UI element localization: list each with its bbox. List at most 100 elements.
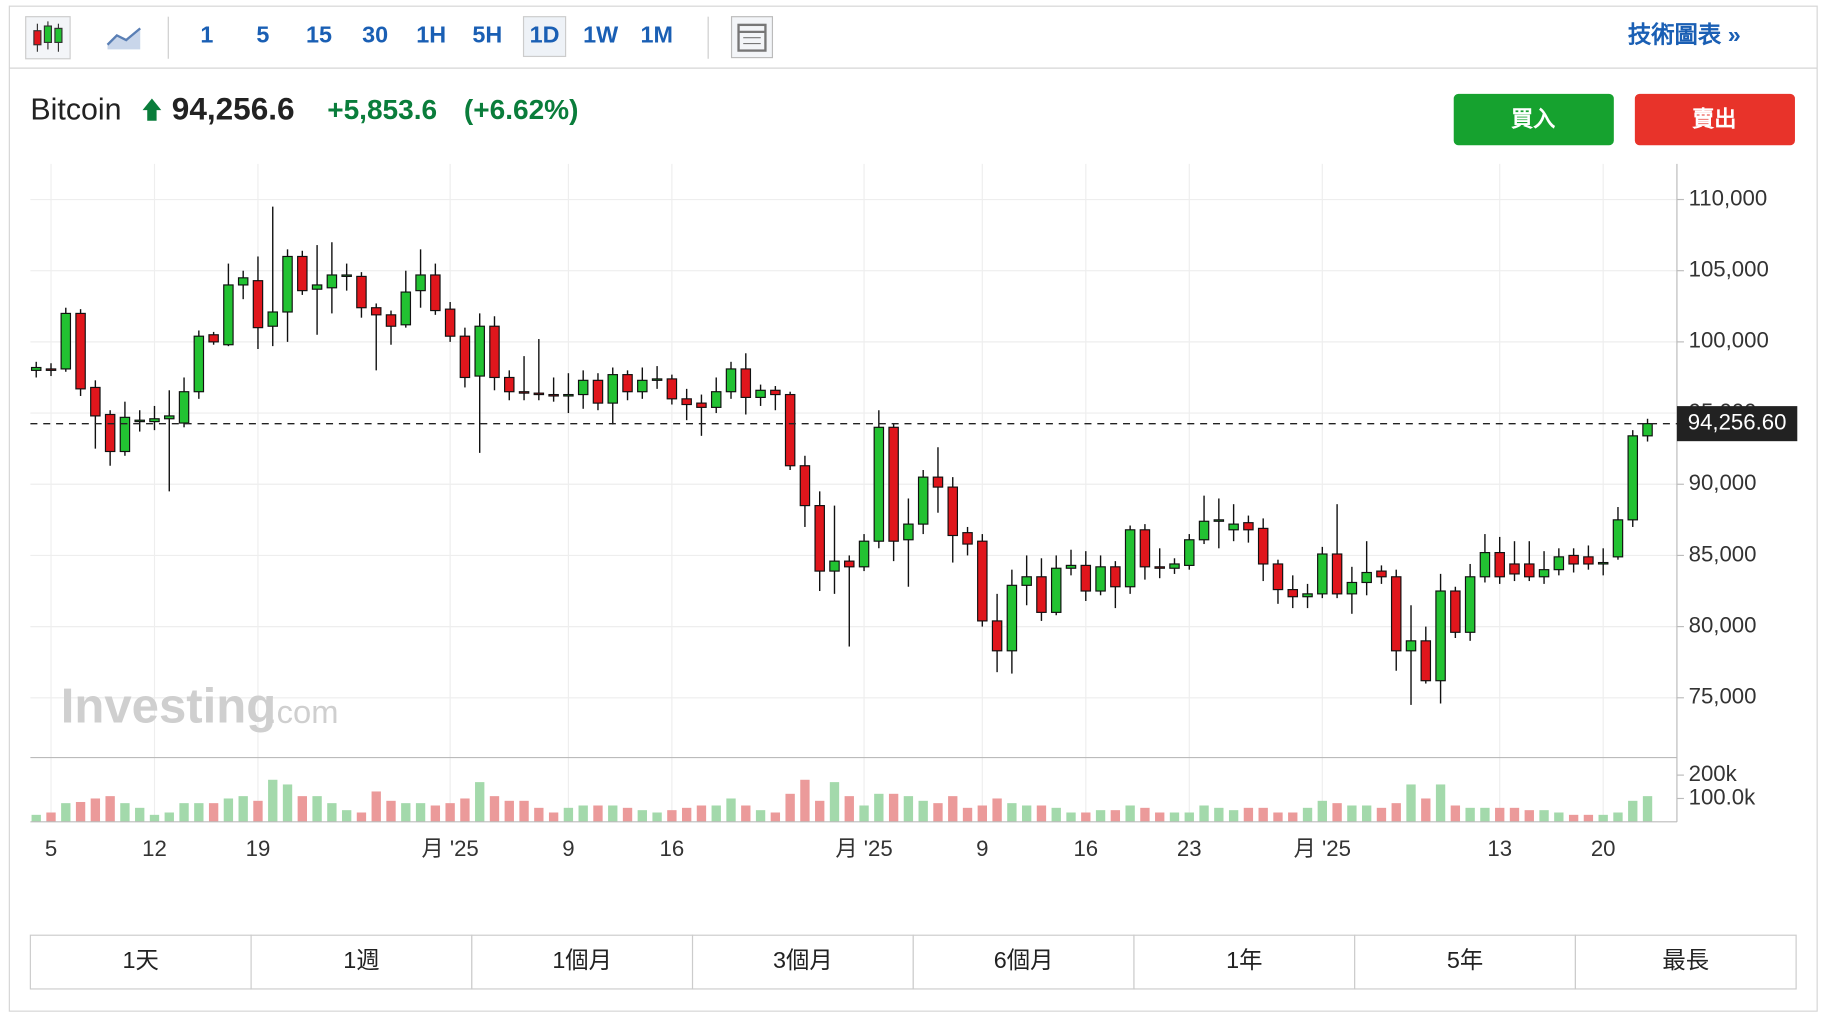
candle-body	[903, 523, 914, 541]
candle-body	[755, 389, 766, 398]
watermark: Investing .com	[61, 680, 339, 734]
candle-body	[282, 255, 293, 313]
candle-body	[489, 325, 500, 379]
volume-bar	[1613, 812, 1623, 822]
volume-bar	[1288, 812, 1298, 822]
candle-body	[1006, 584, 1018, 652]
layout-icon[interactable]	[730, 16, 774, 59]
range-tab[interactable]	[1574, 934, 1797, 990]
volume-bar	[415, 803, 426, 822]
range-tab[interactable]	[1133, 934, 1356, 990]
interval[interactable]: 1D	[530, 22, 560, 48]
volume-bar	[1007, 803, 1017, 822]
candle-body	[1080, 564, 1092, 592]
interval[interactable]: 1W	[583, 22, 619, 48]
volume-bar	[1391, 803, 1401, 822]
interval[interactable]: 1H	[416, 22, 446, 48]
candle-body	[1302, 593, 1313, 598]
sell-label[interactable]: 賣出	[1692, 107, 1736, 132]
volume-bar	[1169, 812, 1180, 822]
volume-bar	[1376, 807, 1387, 822]
candle-body	[178, 391, 190, 424]
y-tick-label: 90,000	[1689, 470, 1757, 495]
interval[interactable]: 1M	[641, 22, 673, 48]
range-label[interactable]: 1週	[343, 947, 379, 973]
buy-button[interactable]	[1453, 93, 1614, 146]
interval[interactable]: 5	[256, 22, 269, 48]
volume-bar	[489, 796, 500, 822]
volume-bar	[282, 784, 293, 822]
volume-bar	[992, 798, 1002, 822]
y-tick-label: 105,000	[1689, 257, 1769, 282]
volume-bar	[608, 805, 618, 822]
interval[interactable]: 1	[200, 22, 213, 48]
x-tick-label: 9	[976, 836, 988, 861]
range-tab[interactable]	[691, 934, 914, 990]
y-tick-label: 100,000	[1689, 328, 1769, 353]
range-tab[interactable]	[1354, 934, 1576, 990]
volume-bar	[1495, 807, 1505, 822]
range-label[interactable]: 1年	[1226, 947, 1262, 973]
candle-body	[666, 378, 678, 400]
candle-body	[681, 398, 692, 406]
volume-bar	[341, 810, 352, 822]
volume-bar	[164, 812, 174, 822]
volume-bar	[297, 796, 307, 822]
volume-bar	[1110, 810, 1121, 822]
volume-bar	[75, 801, 86, 822]
y-tick-label: 85,000	[1689, 541, 1757, 566]
volume-bar	[1524, 810, 1534, 822]
candle-body	[799, 465, 811, 507]
buy-label[interactable]: 買入	[1511, 107, 1555, 132]
range-tab[interactable]	[471, 934, 694, 990]
candle-body	[430, 274, 441, 312]
candle-body	[1021, 576, 1032, 586]
candle-icon[interactable]	[25, 16, 71, 60]
range-label[interactable]: 1個月	[552, 947, 612, 973]
candle-body	[1612, 519, 1624, 558]
volume-bar	[460, 798, 470, 822]
candle-body	[459, 335, 471, 379]
technical-link[interactable]: 技術圖表 »	[1628, 21, 1741, 48]
line-icon[interactable]	[106, 27, 141, 50]
candle-body	[252, 280, 264, 329]
volume-bar	[1273, 812, 1283, 822]
candle-body	[829, 560, 840, 572]
candle-body	[1139, 529, 1151, 568]
candle-body	[814, 505, 825, 572]
interval[interactable]: 5H	[472, 22, 502, 48]
candle-body	[1627, 435, 1639, 521]
range-label[interactable]: 1天	[123, 947, 159, 973]
volume-bar	[519, 800, 529, 822]
candle-body	[1509, 563, 1520, 575]
volume-bar	[312, 796, 322, 822]
volume-bar	[1243, 807, 1254, 822]
volume-bar	[1598, 814, 1608, 822]
range-tab[interactable]	[250, 934, 473, 990]
candle-body	[1597, 561, 1609, 565]
range-tab[interactable]	[912, 934, 1135, 990]
candle-body	[1213, 519, 1225, 522]
candle-body	[1272, 563, 1284, 591]
range-label[interactable]: 最長	[1662, 947, 1709, 973]
volume-bar	[755, 810, 766, 822]
x-tick-label: 16	[1073, 836, 1098, 861]
volume-bar	[962, 807, 973, 822]
volume-bar	[1361, 805, 1372, 822]
range-label[interactable]: 6個月	[994, 947, 1054, 973]
candle-body	[696, 402, 707, 408]
volume-bar	[1450, 805, 1461, 822]
candle-body	[1568, 554, 1579, 565]
volume-bar	[1081, 812, 1091, 822]
x-tick-label: 23	[1177, 836, 1202, 861]
interval[interactable]: 30	[362, 22, 388, 48]
candle-body	[1420, 640, 1432, 682]
sell-button[interactable]	[1634, 93, 1795, 146]
volume-bar	[430, 805, 441, 822]
candle-body	[740, 368, 752, 398]
volume-bar	[1036, 805, 1047, 822]
interval[interactable]: 15	[306, 22, 332, 48]
candle-body	[385, 314, 397, 327]
range-label[interactable]: 3個月	[773, 947, 833, 973]
range-label[interactable]: 5年	[1447, 947, 1483, 973]
